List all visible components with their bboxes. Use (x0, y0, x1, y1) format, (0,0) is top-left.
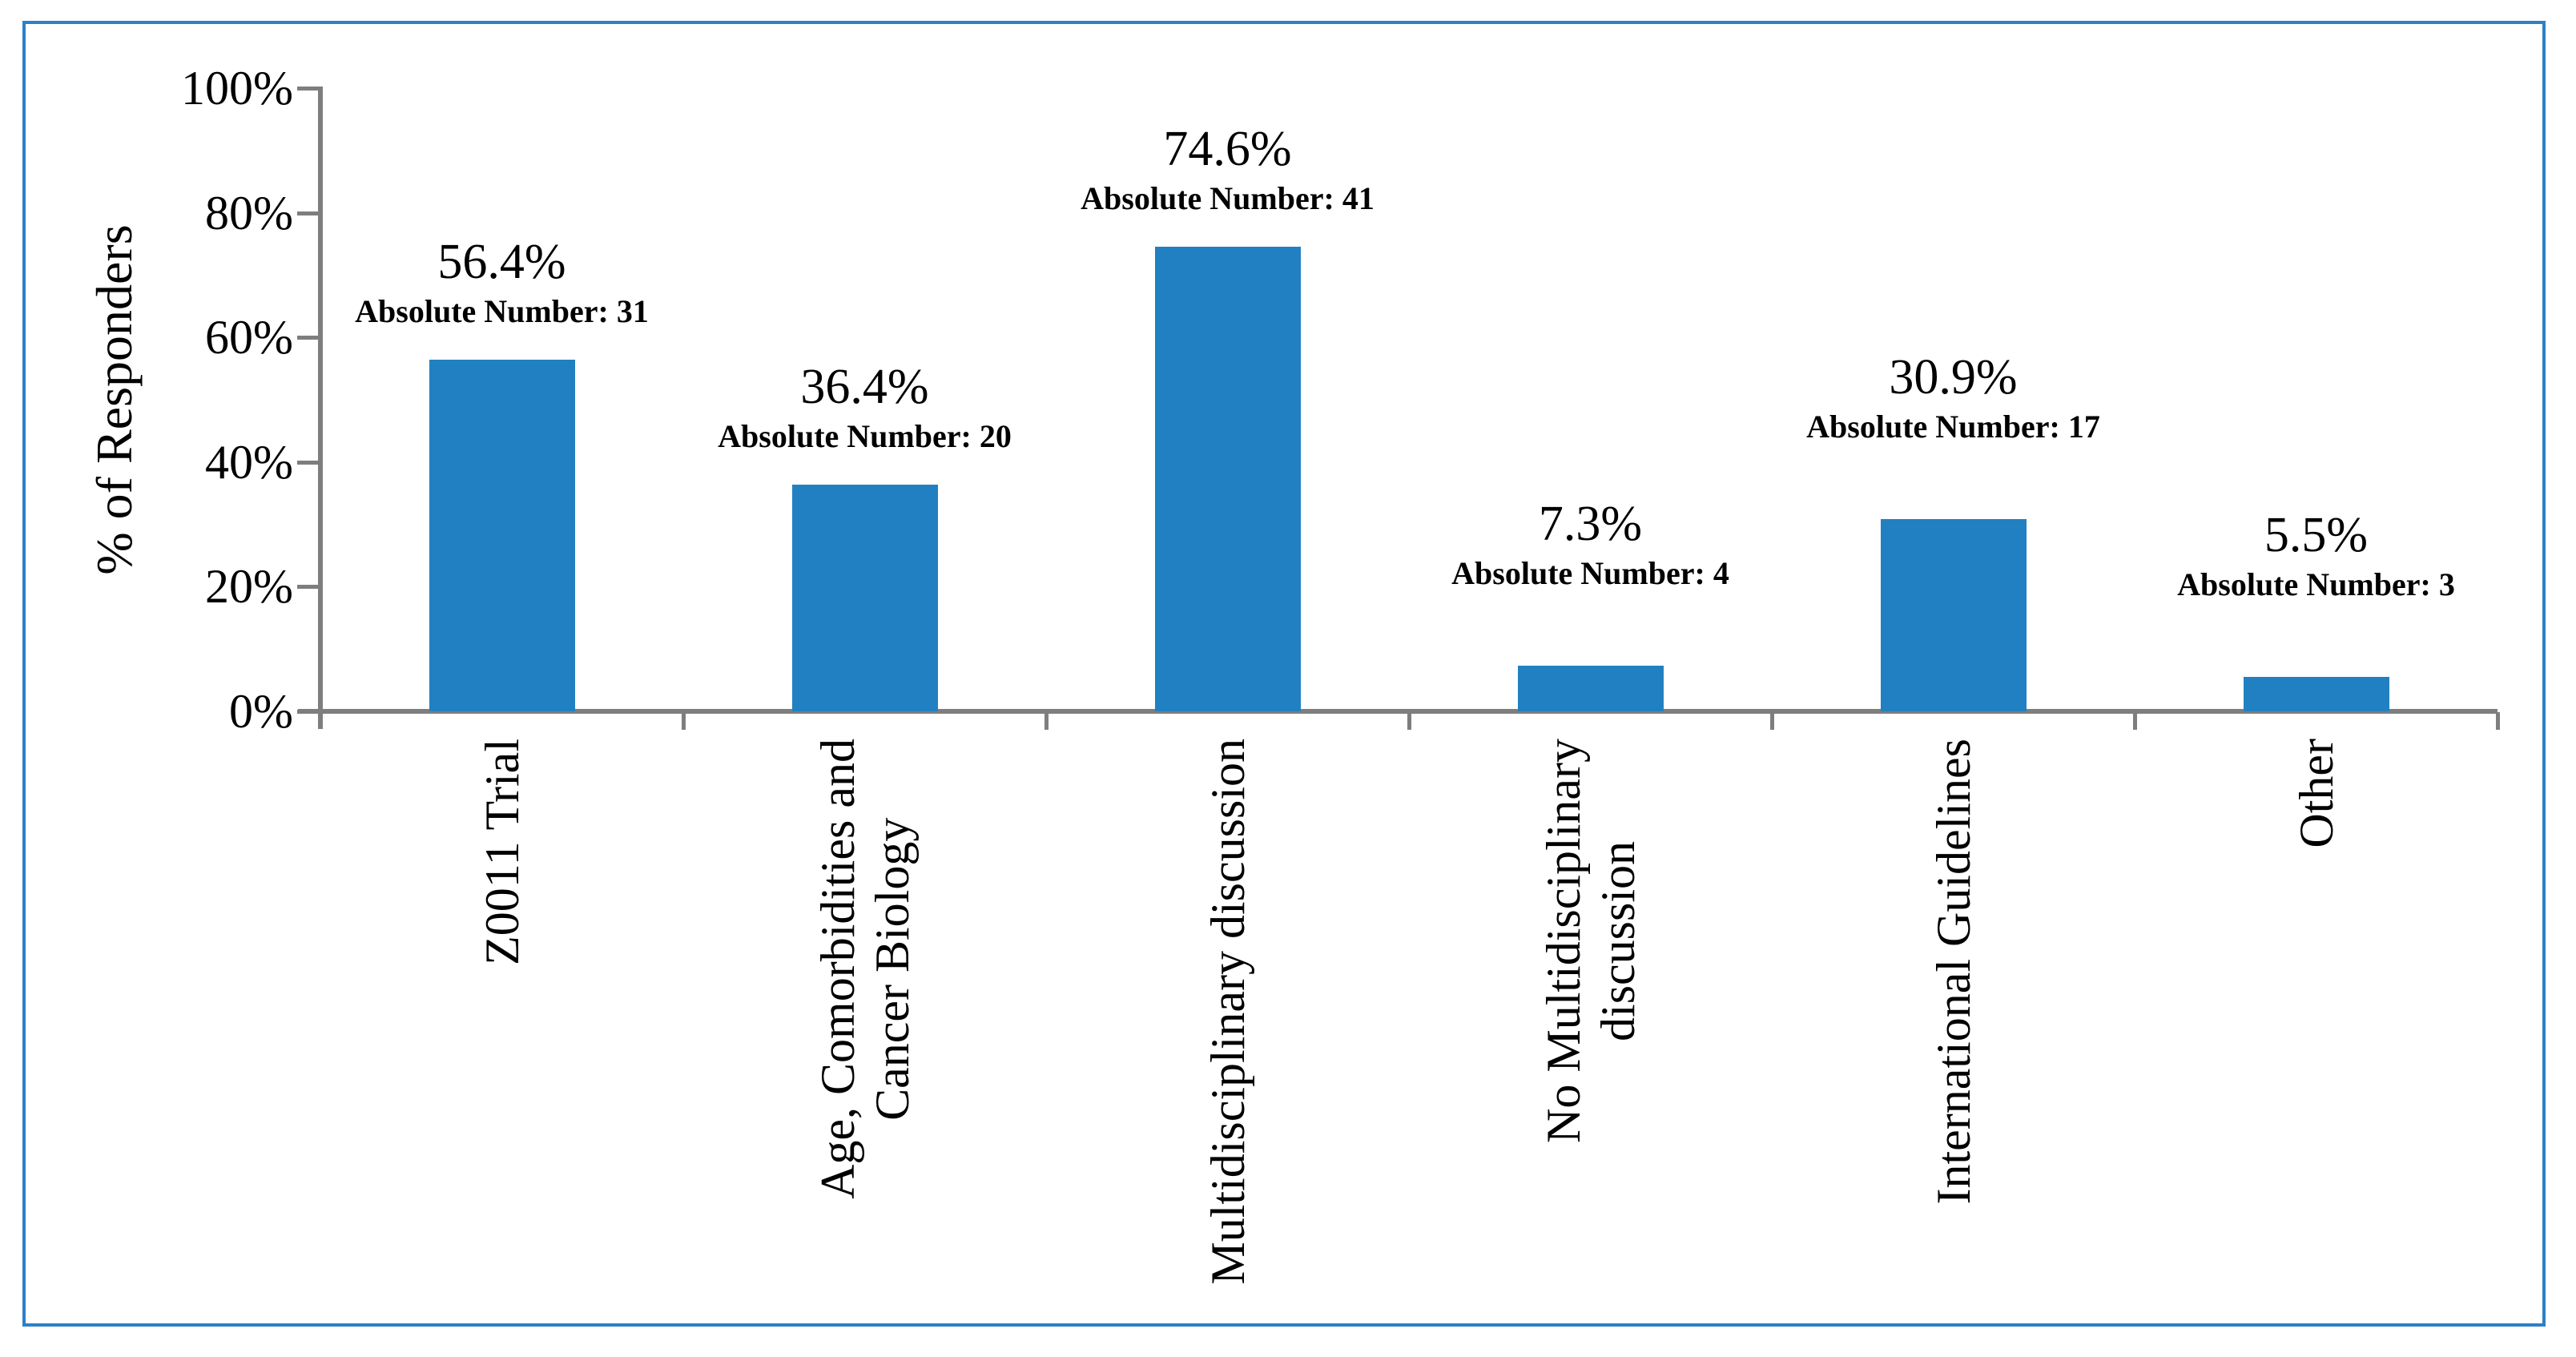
bar-data-label: 36.4% Absolute Number: 20 (609, 357, 1121, 457)
x-category-label: Other (2289, 739, 2343, 848)
y-axis-title: % of Responders (86, 224, 143, 575)
bar-absolute-number-label: Absolute Number: 3 (2177, 566, 2455, 603)
bar (429, 360, 575, 711)
bar-percent-label: 74.6% (1163, 121, 1292, 176)
bar (1880, 518, 2027, 711)
x-axis-tick (1770, 712, 1774, 730)
x-axis-tick (1407, 712, 1411, 730)
y-axis-tick (297, 336, 319, 340)
x-axis-line (298, 709, 2498, 714)
x-category-label-slot: Multidisciplinary discussion (1046, 739, 1409, 1331)
bar (2243, 677, 2389, 711)
bar-percent-label: 30.9% (1889, 349, 2018, 405)
bar-absolute-number-label: Absolute Number: 20 (718, 417, 1012, 454)
x-category-label: Z0011 Trial (475, 739, 529, 965)
bar-absolute-number-label: Absolute Number: 4 (1451, 555, 1729, 592)
chart-outer-frame (22, 21, 2546, 1327)
y-axis-tick-label: 20% (205, 560, 293, 614)
bar-absolute-number-label: Absolute Number: 17 (1806, 408, 2100, 445)
x-category-label-slot: Age, Comorbidities and Cancer Biology (683, 739, 1046, 1331)
y-axis-tick-label: 40% (205, 435, 293, 489)
x-category-label-slot: No Multidisciplinary discussion (1409, 739, 1772, 1331)
y-axis-tick (297, 710, 319, 714)
x-category-label-slot: International Guidelines (1772, 739, 2135, 1331)
y-axis-tick-label: 60% (205, 311, 293, 364)
x-axis-tick (2496, 712, 2500, 730)
y-axis-line (318, 87, 323, 729)
y-axis-tick-label: 100% (181, 62, 293, 115)
bar-data-label: 74.6% Absolute Number: 41 (972, 119, 1484, 219)
bar-absolute-number-label: Absolute Number: 31 (355, 293, 649, 330)
bar-percent-label: 7.3% (1538, 497, 1643, 552)
bar-absolute-number-label: Absolute Number: 41 (1081, 179, 1375, 216)
x-category-label: No Multidisciplinary discussion (1536, 739, 1644, 1143)
bar-percent-label: 56.4% (437, 235, 566, 290)
y-axis-tick (297, 460, 319, 465)
y-axis-tick-label: 80% (205, 186, 293, 240)
x-axis-tick (1044, 712, 1049, 730)
y-axis-tick (297, 585, 319, 590)
x-category-label: International Guidelines (1926, 739, 1980, 1205)
bar-percent-label: 5.5% (2264, 508, 2369, 563)
bar-data-label: 5.5% Absolute Number: 3 (2060, 505, 2573, 605)
y-axis-tick (297, 87, 319, 91)
y-axis-tick-label: 0% (229, 685, 293, 738)
x-axis-tick (682, 712, 686, 730)
x-category-label-slot: Z0011 Trial (320, 739, 683, 1331)
bar-data-label: 7.3% Absolute Number: 4 (1334, 494, 1847, 594)
bar (1154, 246, 1301, 711)
bar (1517, 666, 1664, 711)
x-category-label: Multidisciplinary discussion (1201, 739, 1254, 1285)
bar (791, 484, 938, 711)
x-axis-tick (2133, 712, 2137, 730)
x-category-label: Age, Comorbidities and Cancer Biology (811, 739, 919, 1199)
bar-data-label: 30.9% Absolute Number: 17 (1697, 348, 2210, 447)
x-category-label-slot: Other (2135, 739, 2498, 1331)
bar-percent-label: 36.4% (800, 359, 929, 414)
bar-data-label: 56.4% Absolute Number: 31 (246, 232, 759, 332)
y-axis-tick (297, 211, 319, 215)
